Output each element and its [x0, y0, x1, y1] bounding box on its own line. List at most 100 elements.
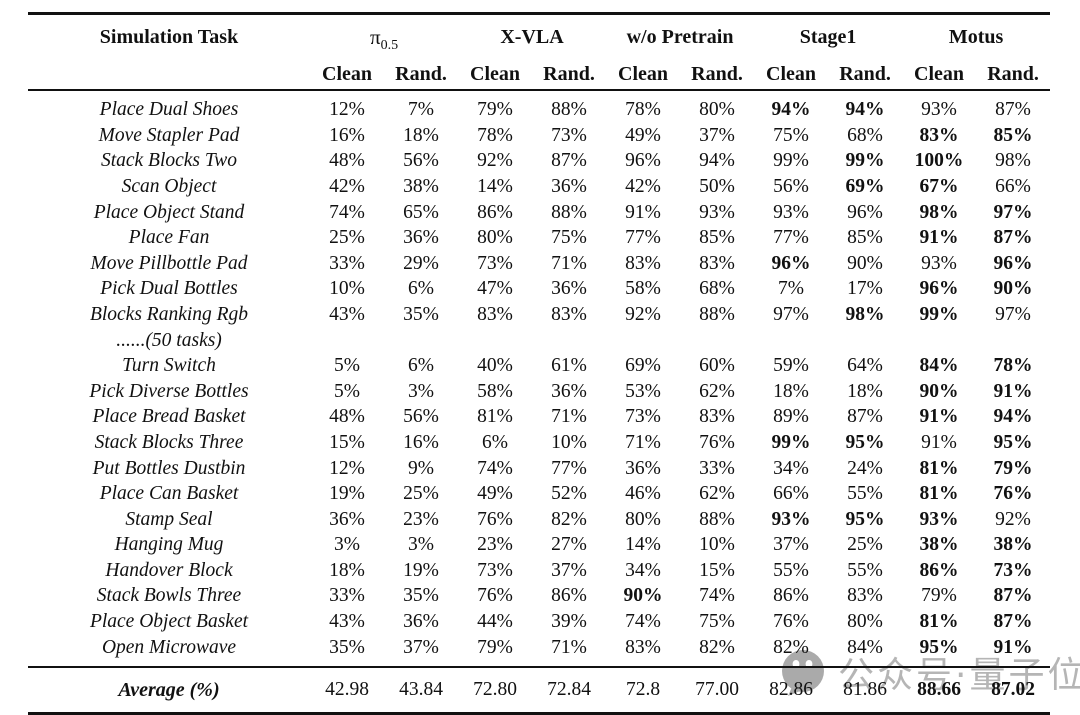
- value-cell: 49%: [625, 124, 661, 146]
- value-cell: 95%: [845, 508, 885, 530]
- column-header-rand: Rand.: [532, 61, 607, 92]
- value-cell: 74%: [477, 457, 513, 479]
- value-cell: 90%: [623, 585, 663, 607]
- value-cell: 87%: [993, 227, 1033, 249]
- average-value-cell: 88.66: [902, 666, 977, 714]
- value-cell: 38%: [403, 175, 439, 197]
- value-cell: 56%: [403, 150, 439, 172]
- value-cell: 35%: [329, 636, 365, 658]
- value-cell: 14%: [625, 534, 661, 556]
- value-cell: 75%: [551, 227, 587, 249]
- value-cell: 83%: [847, 585, 883, 607]
- value-cell: 58%: [477, 380, 513, 402]
- value-cell: 12%: [329, 457, 365, 479]
- value-cell: 96%: [993, 252, 1033, 274]
- table-row: Scan Object 42% 38% 14% 36% 42% 50% 56% 69% 67% 66…: [28, 174, 1050, 200]
- value-cell: 91%: [919, 227, 959, 249]
- table-row: Stack Blocks Two 48% 56% 92% 87% 96% 94% 99% 99%…: [28, 148, 1050, 174]
- task-label: Stack Blocks Two: [100, 150, 238, 172]
- value-cell: 74%: [625, 611, 661, 633]
- value-cell: 66%: [773, 483, 809, 505]
- table-row: Place Bread Basket 48% 56% 81% 71% 73% 83% 89% 8…: [28, 404, 1050, 430]
- value-cell: 91%: [921, 431, 957, 453]
- value-cell: 12%: [329, 99, 365, 121]
- average-value-cell: 72.84: [532, 666, 607, 714]
- average-value-cell: 72.8: [606, 666, 681, 714]
- task-name: Hanging Mug: [28, 532, 310, 558]
- value-cell: 86%: [551, 585, 587, 607]
- task-name: Stack Bowls Three: [28, 583, 310, 609]
- value-cell: 83%: [551, 303, 587, 325]
- value-cell: 84%: [847, 636, 883, 658]
- task-label: Move Pillbottle Pad: [90, 252, 248, 274]
- value-cell: 25%: [847, 534, 883, 556]
- value-cell: 81%: [919, 483, 959, 505]
- task-note: ......(50 tasks): [116, 329, 222, 351]
- value-cell: 93%: [773, 201, 809, 223]
- value-cell: 35%: [403, 303, 439, 325]
- task-label: Place Object Basket: [89, 611, 249, 633]
- value-cell: 19%: [403, 559, 439, 581]
- value-cell: 15%: [699, 559, 735, 581]
- value-cell: 65%: [403, 201, 439, 223]
- value-cell: 40%: [477, 355, 513, 377]
- value-cell: 94%: [993, 406, 1033, 428]
- value-cell: 73%: [477, 559, 513, 581]
- task-label: Place Bread Basket: [92, 406, 246, 428]
- value-cell: 52%: [551, 483, 587, 505]
- value-cell: 18%: [847, 380, 883, 402]
- value-cell: 39%: [551, 611, 587, 633]
- table-row: Stack Blocks Three 15% 16% 6% 10% 71% 76% 99% 95…: [28, 430, 1050, 456]
- value-cell: 33%: [329, 252, 365, 274]
- average-value-cell: 87.02: [976, 666, 1051, 714]
- value-cell: 83%: [625, 636, 661, 658]
- value-cell: 19%: [329, 483, 365, 505]
- value-cell: 75%: [699, 611, 735, 633]
- value-cell: 56%: [403, 406, 439, 428]
- column-header-clean: Clean: [606, 61, 681, 92]
- value-cell: 34%: [773, 457, 809, 479]
- value-cell: 36%: [551, 175, 587, 197]
- value-cell: 86%: [477, 201, 513, 223]
- table-row: Open Microwave 35% 37% 79% 71% 83% 82% 82% 84% 95…: [28, 635, 1050, 668]
- value-cell: 87%: [847, 406, 883, 428]
- task-name: Pick Diverse Bottles: [28, 379, 310, 405]
- value-cell: 35%: [403, 585, 439, 607]
- value-cell: 83%: [699, 406, 735, 428]
- value-cell: 68%: [847, 124, 883, 146]
- value-cell: 82%: [699, 636, 735, 658]
- task-name: Stamp Seal: [28, 507, 310, 533]
- group-label-pi: π: [369, 25, 381, 49]
- value-cell: 37%: [699, 124, 735, 146]
- value-cell: 67%: [919, 175, 959, 197]
- value-cell: 58%: [625, 278, 661, 300]
- value-cell: 76%: [477, 585, 513, 607]
- average-value-cell: 77.00: [680, 666, 755, 714]
- value-cell: 36%: [551, 278, 587, 300]
- value-cell: 5%: [334, 355, 360, 377]
- value-cell: 36%: [403, 227, 439, 249]
- task-label: Pick Diverse Bottles: [89, 380, 249, 402]
- value-cell: 94%: [771, 99, 811, 121]
- value-cell: 6%: [408, 278, 434, 300]
- value-cell: 16%: [403, 431, 439, 453]
- value-cell: 96%: [771, 252, 811, 274]
- table-row: Pick Diverse Bottles 5% 3% 58% 36% 53% 62% 18% 1…: [28, 379, 1050, 405]
- task-label: Place Can Basket: [99, 483, 239, 505]
- value-cell: 77%: [625, 227, 661, 249]
- value-cell: 88%: [699, 508, 735, 530]
- table-row: Place Dual Shoes 12% 7% 79% 88% 78% 80% 94% 94% 9…: [28, 90, 1050, 123]
- table-row: Place Object Basket 43% 36% 44% 39% 74% 75% 76%…: [28, 609, 1050, 635]
- sub-header-row: Clean Rand. Clean Rand. Clean Rand. Clea…: [28, 61, 1051, 92]
- value-cell: 96%: [625, 150, 661, 172]
- task-label: Scan Object: [121, 175, 217, 197]
- column-header-rand: Rand.: [976, 61, 1051, 92]
- table-row: Move Pillbottle Pad 33% 29% 73% 71% 83% 83% 96%…: [28, 251, 1050, 277]
- value-cell: 91%: [993, 380, 1033, 402]
- value-cell: 36%: [625, 457, 661, 479]
- column-header-rand: Rand.: [680, 61, 755, 92]
- task-name: Stack Blocks Two: [28, 148, 310, 174]
- value-cell: 71%: [551, 406, 587, 428]
- value-cell: 98%: [995, 150, 1031, 172]
